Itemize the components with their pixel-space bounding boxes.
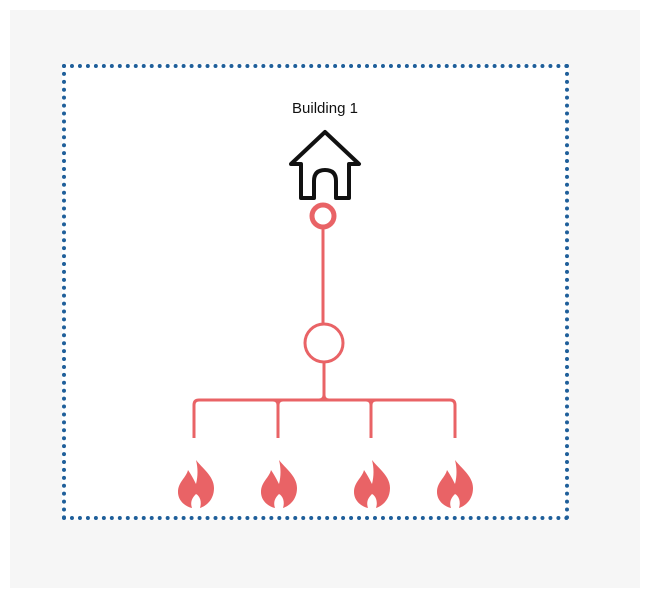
flame-base-dot — [276, 503, 282, 509]
flame-icon — [261, 460, 297, 508]
house-icon — [289, 130, 361, 200]
flame-base-dot — [452, 503, 458, 509]
ring-node-icon — [309, 202, 337, 230]
hub-drop-line — [318, 362, 330, 402]
circle-node-icon — [303, 322, 345, 364]
building-title: Building 1 — [292, 100, 358, 117]
distribution-bar — [192, 398, 457, 438]
flame-icon — [437, 460, 473, 508]
flame-base-dot — [193, 503, 199, 509]
flame-base-dot — [369, 503, 375, 509]
flame-icon — [178, 460, 214, 508]
flame-icon — [354, 460, 390, 508]
